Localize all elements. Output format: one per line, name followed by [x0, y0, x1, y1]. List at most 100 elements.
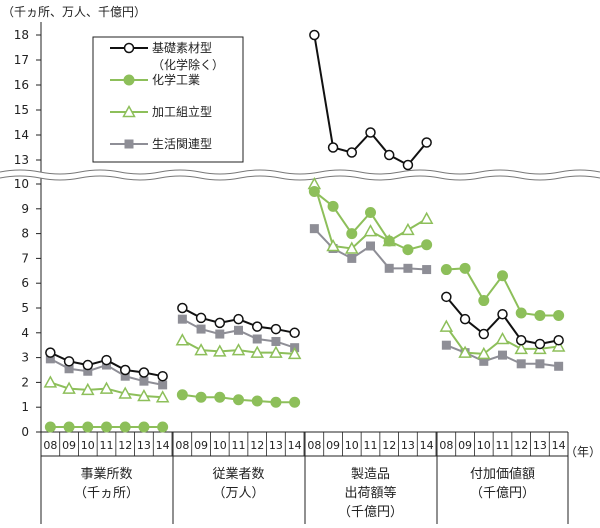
x-tick-label: 09 [194, 439, 208, 452]
series [44, 185, 565, 433]
data-point [233, 394, 244, 406]
data-point [326, 238, 340, 252]
axis-break-wave-bottom [0, 175, 600, 181]
data-point [214, 317, 226, 329]
data-point [233, 313, 244, 325]
data-point [498, 350, 507, 360]
data-point [346, 147, 358, 158]
axis-break [0, 169, 600, 181]
group-label: （千億円） [338, 504, 403, 520]
data-point [289, 396, 301, 408]
data-point [158, 380, 168, 390]
data-point [495, 331, 510, 345]
data-point [554, 361, 564, 371]
group-label: 従業者数 [212, 466, 264, 482]
data-point [138, 421, 150, 433]
y-tick-label: 4 [21, 326, 29, 340]
legend-box [92, 36, 244, 163]
data-point [478, 328, 490, 340]
group-label: 出荷額等 [344, 485, 396, 501]
y-axis: 13 14 15 16 17 18 0 1 2 3 4 5 6 7 8 9 10 [14, 22, 42, 439]
data-point [157, 421, 169, 433]
data-point [271, 336, 281, 346]
y-tick-label: 7 [21, 251, 29, 265]
y-tick-label: 18 [14, 28, 29, 42]
y-tick-label: 14 [14, 128, 29, 142]
group-dividers [40, 432, 569, 524]
data-point [401, 222, 415, 236]
data-point [118, 386, 132, 399]
data-point [383, 235, 395, 247]
data-point [535, 359, 545, 369]
x-tick-label: 10 [81, 439, 95, 452]
group-label: 製造品 [351, 467, 390, 482]
data-point [63, 421, 75, 433]
data-point [421, 137, 432, 148]
y-tick-label: 16 [14, 78, 29, 92]
group-label: 付加価値額 [470, 466, 535, 482]
data-point [347, 253, 357, 263]
series [43, 176, 566, 403]
data-point [177, 302, 188, 314]
legend-label: （化学除く） [152, 57, 224, 72]
x-tick-label: 13 [401, 439, 415, 452]
x-tick-label: 08 [43, 439, 57, 452]
data-point [327, 142, 339, 153]
data-point [101, 354, 112, 366]
data-point [441, 340, 451, 350]
y-tick-label: 13 [14, 153, 29, 167]
data-point [251, 321, 263, 332]
y-tick-label: 6 [21, 276, 29, 290]
legend-label: 加工組立型 [152, 104, 212, 119]
x-tick-label: 13 [269, 439, 283, 452]
data-point [345, 241, 359, 254]
data-point [553, 309, 565, 321]
y-tick-label: 1 [21, 400, 29, 414]
y-tick-label: 10 [14, 177, 29, 191]
y-tick-label: 17 [14, 53, 29, 67]
data-point [120, 371, 130, 381]
data-point [365, 127, 376, 138]
data-point [366, 241, 375, 251]
x-tick-label: 11 [232, 439, 246, 452]
data-point [234, 325, 243, 335]
data-point [497, 270, 508, 282]
x-tick-label: 12 [250, 439, 264, 452]
data-point [123, 74, 135, 86]
data-point [514, 341, 528, 355]
data-point [553, 334, 564, 346]
group-label: （千億円） [470, 485, 535, 501]
x-tick-label: 12 [118, 439, 132, 452]
data-point [213, 344, 227, 357]
x-tick-label: 12 [382, 439, 396, 452]
data-point [175, 333, 190, 346]
data-point [402, 244, 414, 256]
x-year-labels: 08 09 10 11 12 13 14 08 09 10 11 12 13 14 08 09 10 11 12 13… [40, 432, 569, 456]
x-tick-label: 11 [364, 439, 378, 452]
data-point [383, 149, 395, 161]
data-point [215, 329, 225, 339]
x-tick-label: 09 [458, 439, 472, 452]
legend-label: 化学工業 [152, 72, 200, 87]
data-point [419, 211, 434, 224]
data-point [440, 264, 452, 276]
series-layer [43, 29, 566, 433]
data-point [458, 345, 472, 358]
y-tick-label: 8 [21, 227, 29, 241]
group-label: 事業所数 [80, 466, 132, 482]
y-tick-label: 2 [21, 375, 29, 389]
y-tick-label: 15 [14, 103, 29, 117]
x-tick-label: 13 [137, 439, 151, 452]
x-tick-label: 10 [477, 439, 491, 452]
data-point [459, 262, 471, 274]
data-point [99, 381, 114, 394]
data-point [43, 375, 58, 388]
group-label: （千ヵ所） [74, 486, 139, 501]
data-point [309, 29, 320, 41]
x-tick-label: 14 [420, 439, 434, 452]
x-tick-label: 09 [62, 439, 76, 452]
data-point [137, 388, 151, 402]
data-point [422, 265, 432, 275]
